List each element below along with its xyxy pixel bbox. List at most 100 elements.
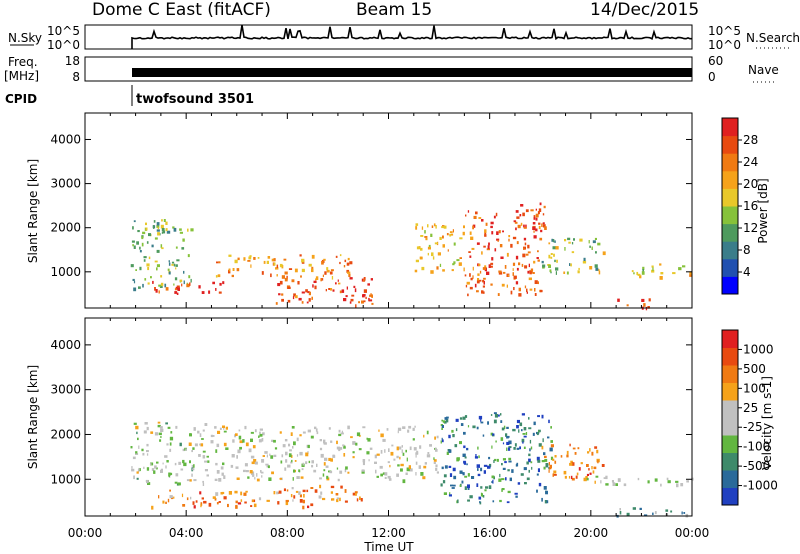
echo-cell (597, 460, 599, 464)
echo-cell (146, 453, 149, 456)
echo-cell (172, 226, 175, 229)
echo-cell (523, 435, 527, 438)
echo-cell (246, 470, 249, 473)
echo-cell (156, 229, 160, 232)
echo-cell (420, 472, 424, 476)
echo-cell (250, 505, 253, 507)
echo-cell (596, 449, 599, 454)
freq-label: Freq. (8, 55, 38, 69)
echo-cell (286, 275, 288, 280)
colorbar-swatch (722, 435, 738, 453)
echo-cell (449, 492, 451, 495)
echo-cell (353, 285, 356, 288)
echo-cell (262, 455, 265, 457)
echo-cell (528, 427, 532, 430)
echo-cell (479, 270, 482, 274)
echo-cell (133, 245, 136, 249)
power-colorbar-label: Power [dB] (756, 178, 770, 243)
echo-cell (320, 453, 324, 458)
echo-cell (156, 264, 160, 268)
echo-cell (284, 439, 288, 442)
echo-cell (526, 461, 529, 465)
echo-cell (248, 256, 252, 260)
echo-cell (202, 482, 205, 486)
echo-cell (153, 470, 156, 474)
echo-cell (175, 267, 177, 270)
echo-cell (550, 256, 553, 259)
echo-cell (266, 465, 270, 468)
echo-cell (194, 443, 198, 447)
echo-cell (552, 246, 556, 250)
echo-cell (206, 455, 209, 458)
echo-cell (310, 503, 314, 507)
echo-cell (301, 258, 305, 263)
echo-cell (510, 290, 513, 295)
echo-cell (548, 242, 551, 245)
echo-cell (289, 449, 292, 452)
echo-cell (487, 421, 489, 425)
echo-cell (401, 445, 403, 448)
echo-cell (513, 275, 517, 279)
echo-cell (459, 470, 463, 474)
echo-cell (323, 469, 326, 472)
echo-cell (380, 450, 383, 454)
echo-cell (187, 228, 189, 232)
echo-cell (415, 461, 418, 465)
echo-cell (176, 259, 180, 262)
colorbar-swatch (722, 188, 738, 207)
echo-cell (660, 272, 664, 275)
velocity-frame (84, 317, 693, 517)
echo-cell (311, 460, 314, 464)
echo-cell (569, 263, 571, 266)
echo-cell (446, 451, 449, 455)
echo-cell (490, 283, 493, 286)
echo-cell (313, 469, 317, 473)
echo-cell (427, 224, 429, 228)
echo-cell (464, 456, 467, 459)
echo-cell (280, 460, 283, 464)
echo-cell (301, 301, 304, 304)
echo-cell (293, 495, 296, 499)
echo-cell (282, 444, 286, 448)
echo-cell (183, 280, 185, 285)
echo-cell (250, 264, 252, 268)
echo-cell (283, 488, 286, 492)
echo-cell (642, 269, 644, 273)
echo-cell (586, 464, 589, 467)
echo-cell (237, 502, 242, 505)
echo-cell (191, 450, 193, 453)
echo-cell (268, 477, 272, 481)
echo-cell (343, 453, 346, 457)
echo-cell (165, 501, 167, 504)
cpid-value: twofsound 3501 (136, 92, 254, 107)
echo-cell (603, 477, 606, 479)
echo-cell (174, 277, 178, 281)
echo-cell (488, 242, 490, 246)
echo-cell (352, 456, 355, 459)
echo-cell (516, 447, 520, 450)
echo-cell (488, 456, 491, 460)
echo-cell (680, 483, 684, 487)
echo-cell (526, 477, 530, 481)
echo-cell (136, 471, 139, 474)
echo-cell (168, 271, 171, 275)
echo-cell (130, 264, 134, 268)
echo-cell (508, 238, 510, 242)
echo-cell (228, 268, 231, 272)
echo-cell (295, 490, 299, 493)
echo-cell (143, 466, 145, 469)
echo-cell (598, 268, 600, 272)
echo-cell (177, 482, 181, 486)
echo-cell (201, 438, 204, 440)
echo-cell (354, 288, 357, 293)
echo-cell (388, 478, 392, 481)
echo-cell (215, 462, 218, 466)
echo-cell (577, 447, 580, 450)
echo-cell (202, 429, 205, 432)
echo-cell (183, 270, 185, 274)
echo-cell (496, 458, 499, 462)
echo-cell (537, 415, 540, 418)
echo-cell (483, 280, 485, 285)
echo-cell (476, 242, 480, 245)
echo-cell (175, 425, 178, 429)
